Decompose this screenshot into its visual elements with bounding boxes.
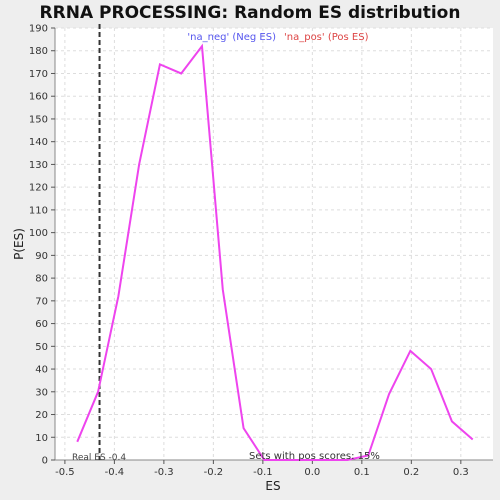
pos-scores-annotation: Sets with pos scores: 15% — [249, 451, 380, 462]
x-tick-label: 0.3 — [453, 467, 469, 478]
x-tick-label: 0.0 — [304, 467, 320, 478]
y-tick-label: 100 — [29, 228, 48, 239]
y-tick-label: 160 — [29, 92, 48, 103]
y-tick-label: 60 — [35, 319, 48, 330]
legend-pos-es: 'na_pos' (Pos ES) — [284, 32, 369, 43]
y-tick-label: 80 — [35, 274, 48, 285]
y-tick-label: 110 — [29, 205, 48, 216]
real-es-annotation: Real ES -0.4 — [72, 453, 126, 463]
y-tick-label: 70 — [35, 296, 48, 307]
y-tick-label: 150 — [29, 114, 48, 125]
x-tick-label: 0.2 — [403, 467, 419, 478]
x-tick-label: -0.3 — [154, 467, 174, 478]
x-tick-label: -0.2 — [204, 467, 224, 478]
x-axis-label: ES — [265, 479, 280, 493]
y-tick-label: 180 — [29, 46, 48, 57]
y-tick-label: 170 — [29, 69, 48, 80]
plot-area — [55, 28, 493, 460]
y-tick-label: 30 — [35, 387, 48, 398]
y-tick-label: 190 — [29, 24, 48, 35]
y-tick-label: 90 — [35, 251, 48, 262]
y-tick-label: 50 — [35, 342, 48, 353]
chart-title: RRNA PROCESSING: Random ES distribution — [40, 3, 461, 23]
y-tick-label: 140 — [29, 137, 48, 148]
y-tick-label: 20 — [35, 410, 48, 421]
x-tick-label: -0.5 — [55, 467, 75, 478]
y-tick-label: 120 — [29, 183, 48, 194]
y-axis-label: P(ES) — [12, 228, 26, 260]
y-tick-label: 130 — [29, 160, 48, 171]
x-tick-label: -0.4 — [105, 467, 125, 478]
y-tick-label: 10 — [35, 433, 48, 444]
y-tick-label: 40 — [35, 365, 48, 376]
x-tick-label: -0.1 — [253, 467, 273, 478]
legend-neg-es: 'na_neg' (Neg ES) — [187, 32, 276, 43]
x-tick-label: 0.1 — [354, 467, 370, 478]
y-tick-label: 0 — [42, 456, 48, 467]
